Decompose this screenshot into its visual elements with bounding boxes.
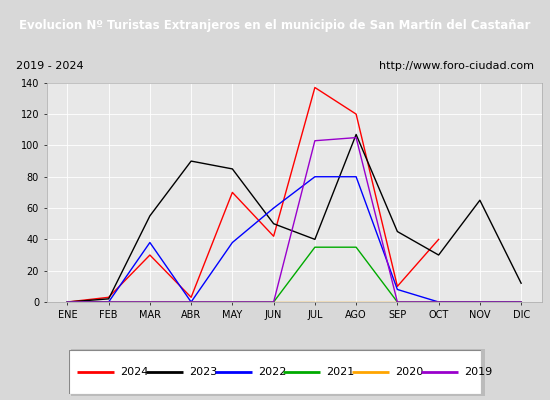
Text: http://www.foro-ciudad.com: http://www.foro-ciudad.com xyxy=(379,61,534,70)
Text: 2020: 2020 xyxy=(395,367,424,377)
FancyBboxPatch shape xyxy=(71,349,485,396)
Text: Evolucion Nº Turistas Extranjeros en el municipio de San Martín del Castañar: Evolucion Nº Turistas Extranjeros en el … xyxy=(19,18,531,32)
Text: 2022: 2022 xyxy=(258,367,286,377)
Text: 2021: 2021 xyxy=(327,367,355,377)
FancyBboxPatch shape xyxy=(69,350,481,394)
Text: 2019 - 2024: 2019 - 2024 xyxy=(16,61,84,70)
Text: 2024: 2024 xyxy=(120,367,148,377)
Text: 2019: 2019 xyxy=(464,367,492,377)
Text: 2023: 2023 xyxy=(189,367,217,377)
